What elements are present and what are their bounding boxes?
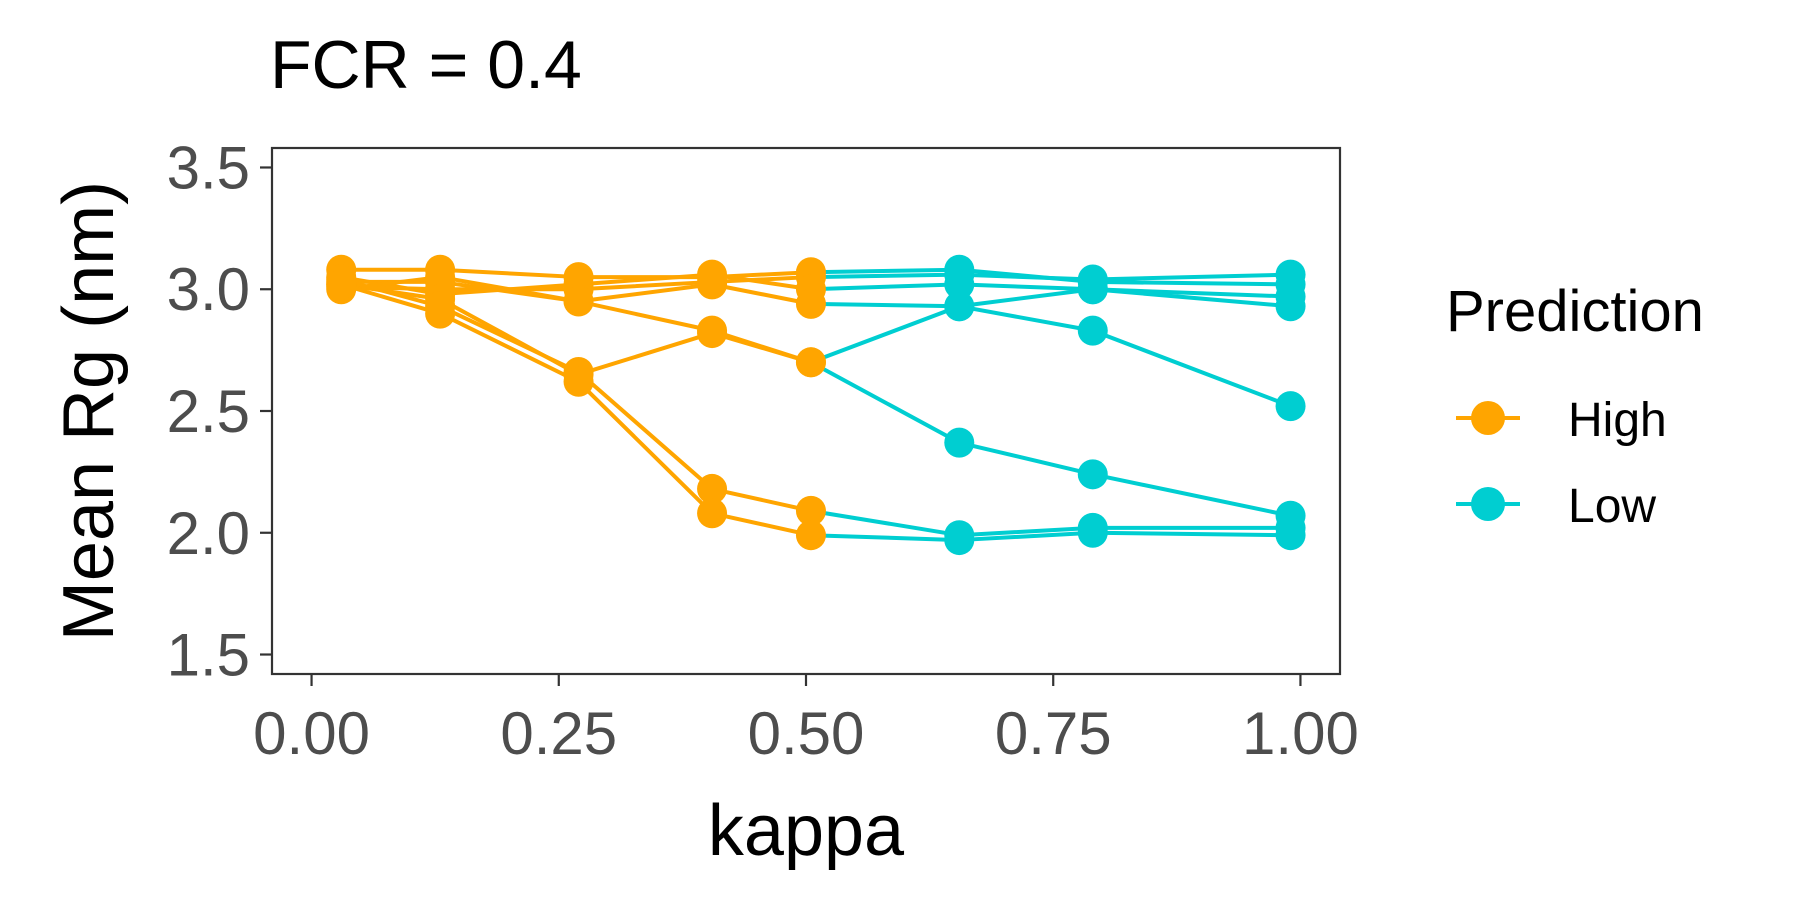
chart-title: FCR = 0.4 [270,27,582,103]
x-tick-label: 0.00 [253,700,370,767]
series-4-segment [808,301,962,309]
legend-item-low: Low [1456,480,1656,533]
series-2-segment [438,267,581,280]
series-1-segment [1090,272,1293,282]
series-7-segment [339,277,443,309]
x-tick-label: 0.25 [500,700,617,767]
legend-title: Prediction [1446,279,1704,344]
series-5-point [425,262,456,293]
series-8-segment [710,511,813,538]
x-axis-title: kappa [708,791,905,871]
y-axis-title: Mean Rg (nm) [49,181,129,641]
series-4-segment [576,282,715,304]
series-8-point [1077,517,1108,548]
series-5-point [944,291,975,322]
series-7-segment [576,370,715,491]
series-5-segment [576,299,715,333]
series-3-segment [808,282,962,292]
legend-item-high: High [1456,394,1667,447]
series-8-segment [957,530,1095,543]
series-6-point [697,318,728,349]
series-5-segment [438,275,581,304]
series-1-segment [710,275,813,284]
series-6-segment [808,360,962,445]
series-8-point [326,269,357,300]
series-8-segment [438,311,581,384]
x-tick-label: 0.75 [995,700,1112,767]
y-axis: 1.5 2.0 2.5 3.0 3.5 [167,134,272,689]
x-tick-label: 0.50 [748,700,865,767]
legend: Prediction High Low [1446,279,1704,533]
series-8-point [425,298,456,329]
series-6-segment [1090,472,1293,518]
series-4-segment [1090,287,1293,309]
legend-high-marker [1471,401,1505,435]
series-3-point [944,269,975,300]
series-7-segment [957,525,1095,538]
plot-panel [270,146,1342,676]
y-tick-label: 1.5 [167,622,250,689]
series-4-point [1275,291,1306,322]
series-1-segment [808,272,962,280]
series-7-segment [438,304,581,375]
series-6-segment [576,331,715,377]
series-4-point [1077,274,1108,305]
series-6-segment [957,440,1095,477]
series-3-segment [710,272,813,292]
series-2-segment [957,267,1095,284]
y-tick-label: 3.5 [167,134,250,201]
series-5-segment [1090,328,1293,409]
legend-low-marker [1471,487,1505,521]
series-6-point [944,427,975,458]
legend-high-label: High [1568,394,1667,447]
series-5-segment [957,304,1095,333]
series-7-point [795,495,826,526]
series-5-point [1077,315,1108,346]
series-5-point [1275,391,1306,422]
series-8-segment [339,282,443,316]
series-6-point [1077,459,1108,490]
series-7-segment [808,508,962,538]
y-tick-label: 3.0 [167,256,250,323]
series-7-segment [710,486,813,513]
point-group [326,254,1306,556]
series-8-segment [1090,530,1293,538]
series-1-segment [576,279,715,292]
series-8-point [795,520,826,551]
legend-low-label: Low [1568,480,1656,533]
series-8-point [1275,520,1306,551]
series-2-segment [808,267,962,275]
series-8-point [944,525,975,556]
series-5-point [563,286,594,317]
series-3-segment [576,272,715,287]
series-8-point [563,366,594,397]
series-6-point [795,347,826,378]
x-tick-label: 1.00 [1242,700,1359,767]
series-4-point [697,269,728,300]
series-7-point [697,473,728,504]
series-8-segment [576,379,715,516]
series-8-segment [808,533,962,543]
series-4-segment [710,282,813,306]
series-4-point [795,288,826,319]
y-tick-label: 2.5 [167,378,250,445]
series-6-segment [710,331,813,365]
x-axis: 0.00 0.25 0.50 0.75 1.00 [253,674,1359,767]
line-group [339,267,1293,543]
y-tick-label: 2.0 [167,500,250,567]
series-2-segment [1090,279,1293,287]
series-5-segment [808,304,962,365]
series-layer [326,254,1306,556]
series-3-segment [957,282,1095,292]
series-3-segment [339,275,443,297]
series-8-point [697,498,728,529]
series-4-segment [957,287,1095,309]
